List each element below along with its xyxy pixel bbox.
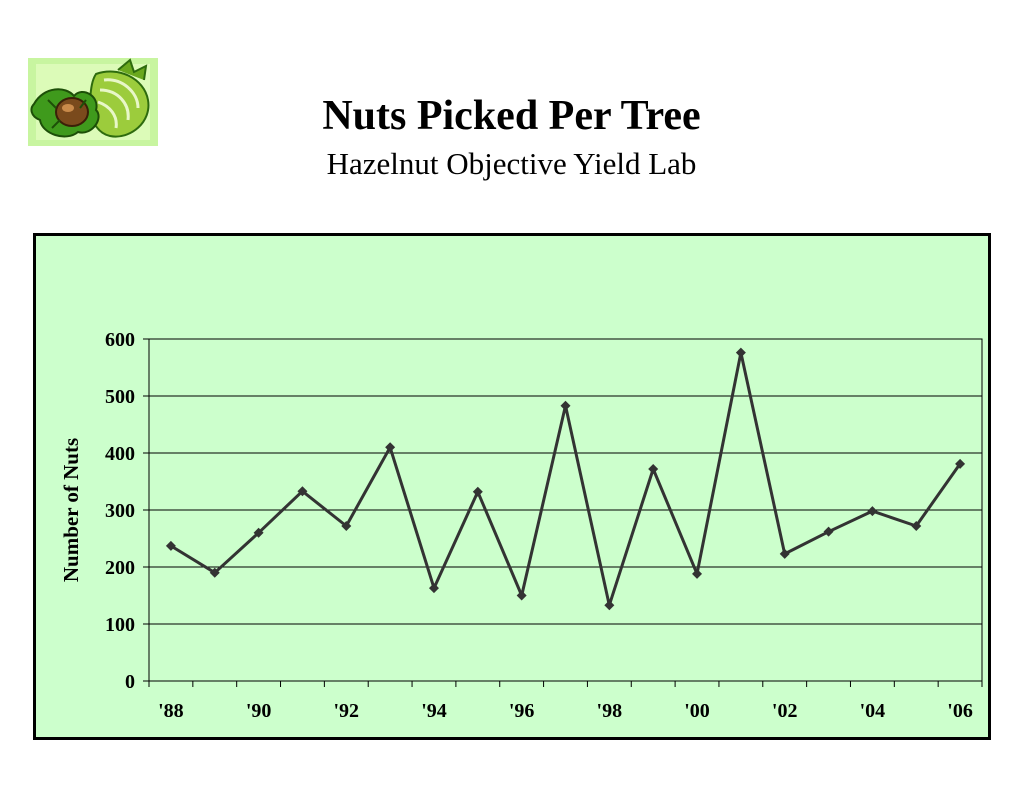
data-point-marker [253,527,264,538]
data-point-marker [779,548,790,559]
x-tick-label: '06 [947,700,973,722]
data-point-marker [604,600,615,611]
data-point-marker [911,520,922,531]
chart-frame: 0 100 200 300 400 500 600 '88 '90 '92 '94 '96 '98 '0… [33,233,991,740]
data-point-marker [692,568,703,579]
data-point-marker [516,590,527,601]
y-tick-label: 500 [105,386,135,408]
y-axis-label: Number of Nuts [59,438,83,582]
data-point-marker [472,486,483,497]
data-point-marker [648,463,659,474]
data-point-marker [209,567,220,578]
x-tick-label: '88 [158,700,184,722]
x-tick-label: '92 [334,700,360,722]
x-tick-label: '02 [772,700,798,722]
data-point-marker [165,540,176,551]
data-point-marker [560,400,571,411]
data-point-marker [341,520,352,531]
data-point-marker [428,583,439,594]
x-tick-label: '96 [509,700,535,722]
y-tick-label: 600 [105,329,135,351]
y-tick-label: 0 [125,671,135,693]
line-chart: 0 100 200 300 400 500 600 '88 '90 '92 '94 '96 '98 '0… [59,329,983,722]
y-tick-label: 100 [105,614,135,636]
page-title: Nuts Picked Per Tree [322,93,701,139]
y-tick-label: 400 [105,443,135,465]
data-point-marker [955,458,966,469]
data-point-marker [385,442,396,453]
y-tick-label: 200 [105,557,135,579]
page-subtitle: Hazelnut Objective Yield Lab [326,146,697,181]
x-tick-label: '94 [421,700,447,722]
data-point-marker [297,486,308,497]
x-tick-label: '04 [860,700,886,722]
data-point-marker [867,506,878,517]
hazelnut-clipart-icon [28,58,158,146]
data-point-marker [735,347,746,358]
x-tick-label: '00 [684,700,710,722]
y-tick-label: 300 [105,500,135,522]
x-tick-label: '98 [597,700,623,722]
data-point-marker [823,526,834,537]
x-tick-label: '90 [246,700,272,722]
